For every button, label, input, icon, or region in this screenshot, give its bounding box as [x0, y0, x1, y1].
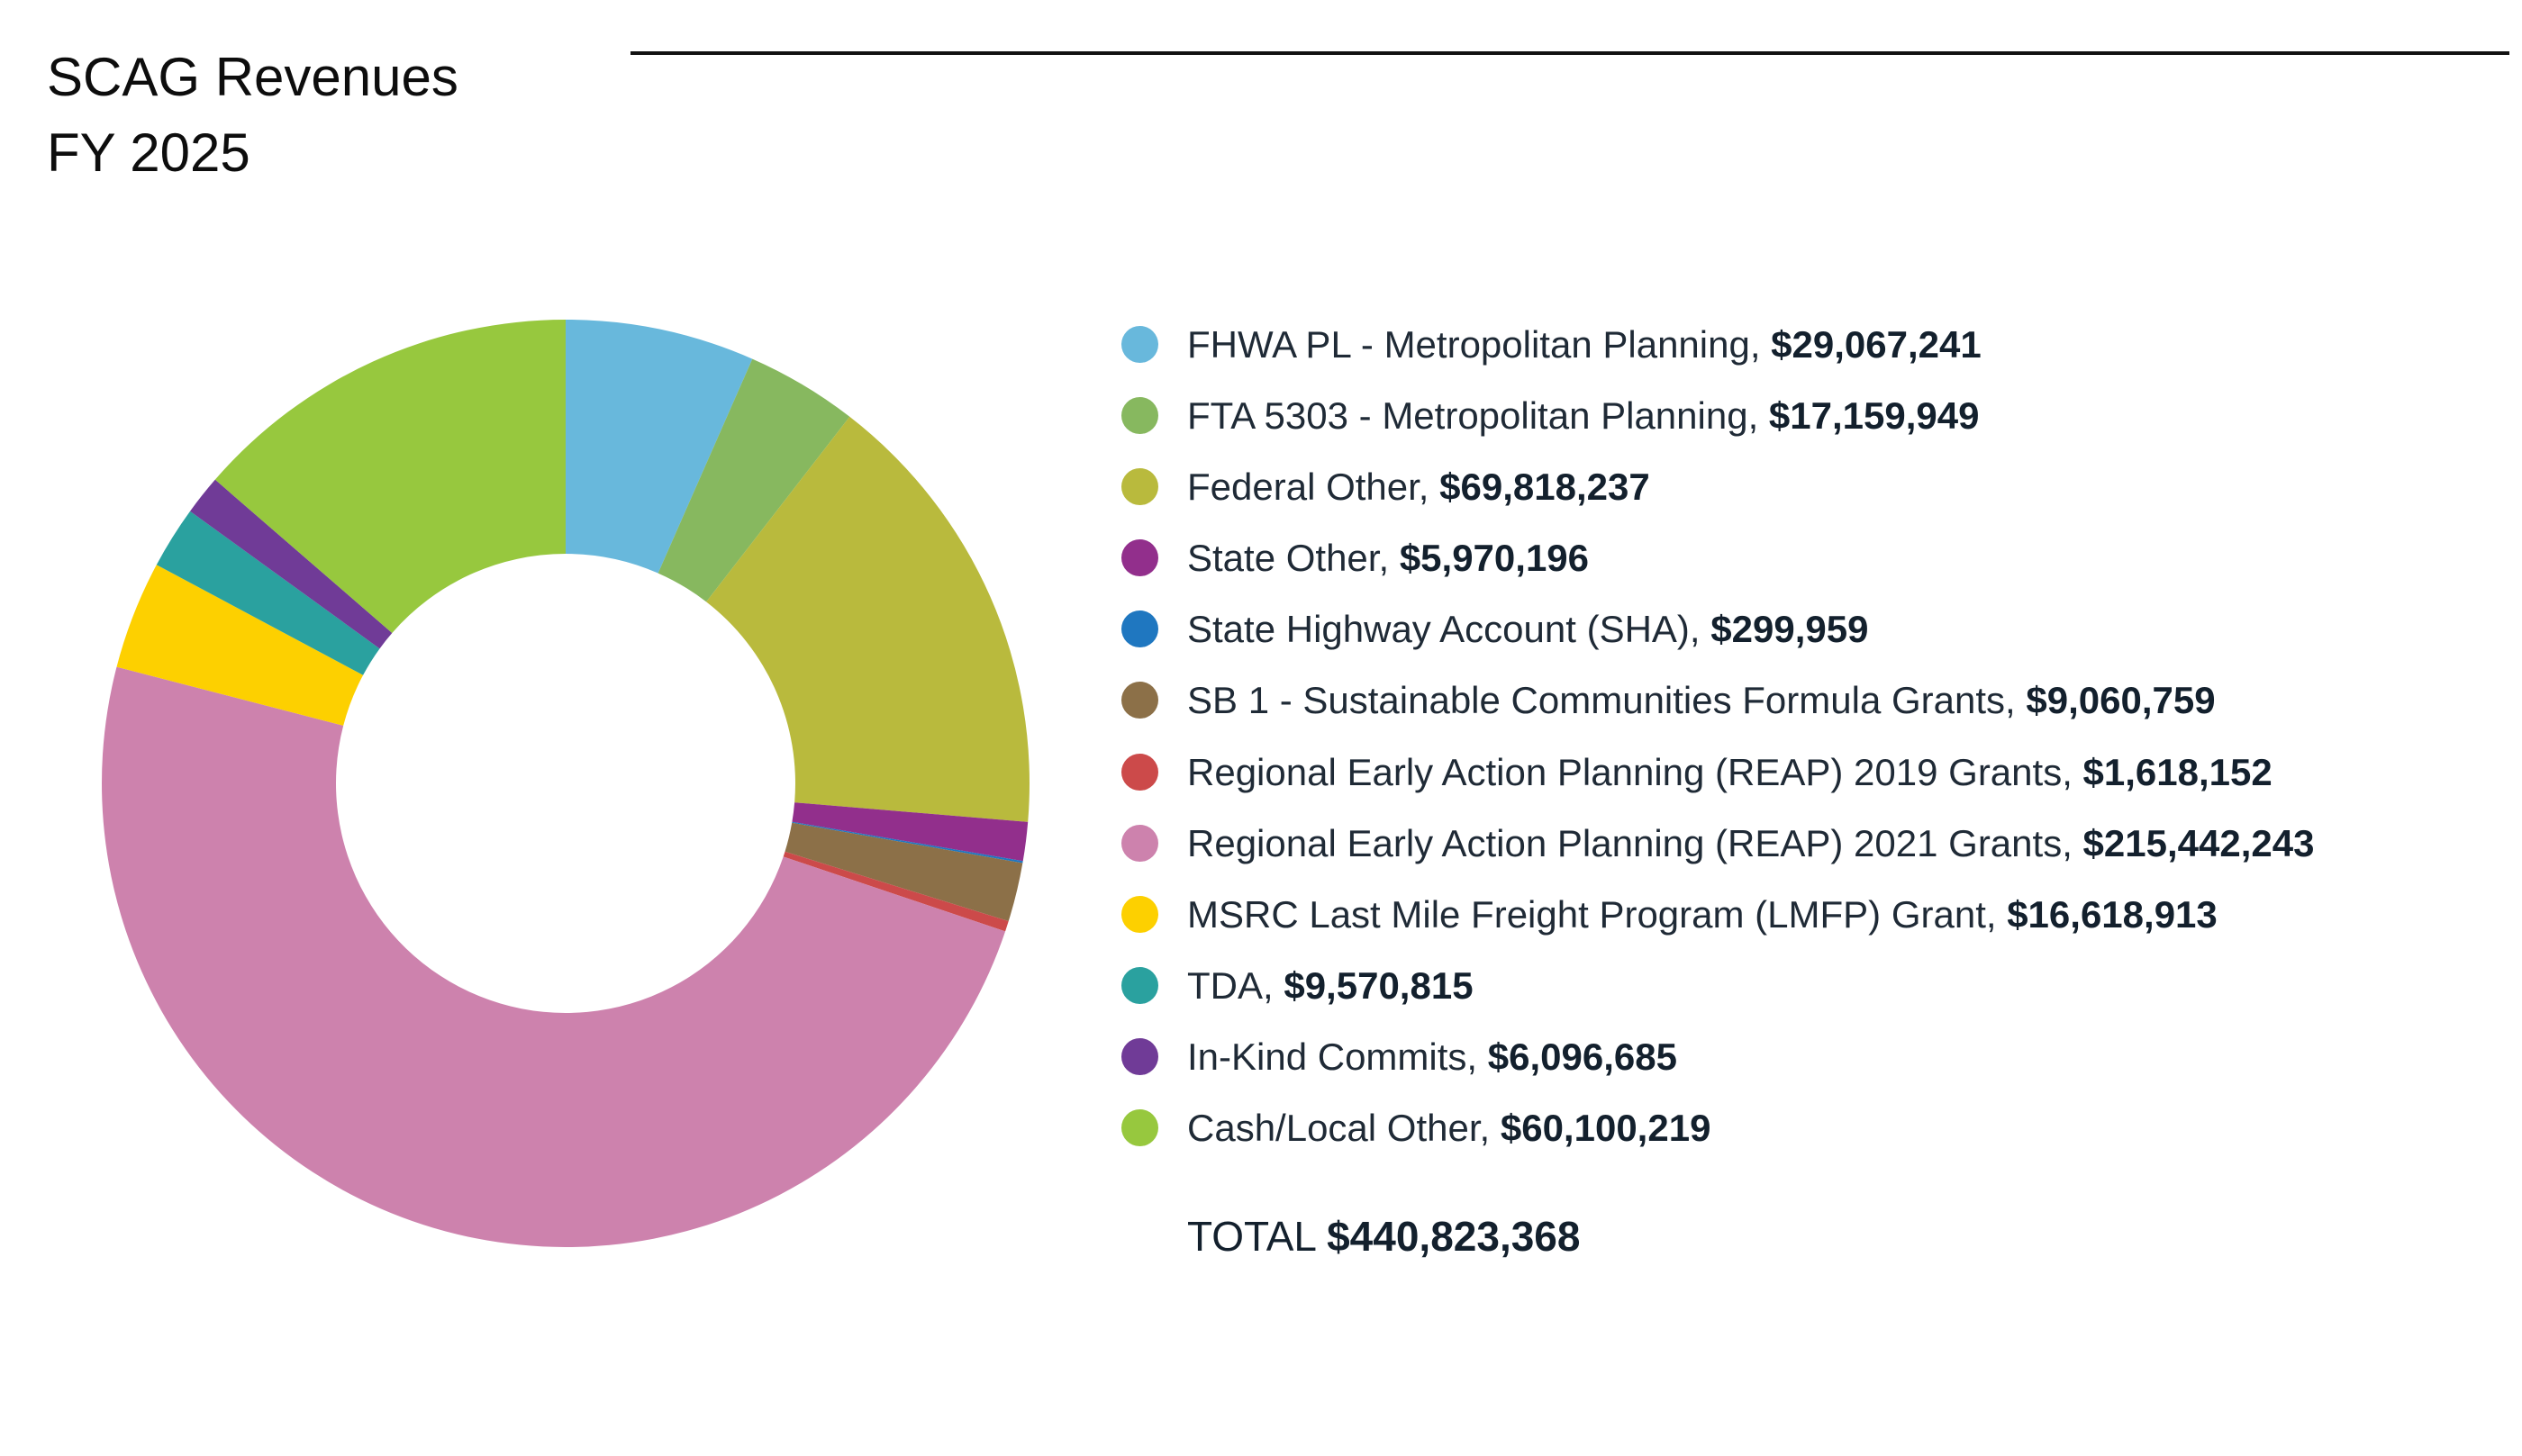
legend-label: Federal Other, — [1187, 466, 1440, 509]
legend-swatch — [1121, 1037, 1158, 1075]
chart-title: SCAG Revenues FY 2025 — [47, 40, 458, 191]
legend-text: In-Kind Commits, $6,096,685 — [1187, 1035, 1677, 1078]
legend-value: $5,970,196 — [1399, 537, 1590, 580]
legend-text: TDA, $9,570,815 — [1187, 963, 1474, 1007]
legend-swatch — [1121, 753, 1158, 791]
legend-swatch — [1121, 468, 1158, 506]
total-value: $440,823,368 — [1327, 1213, 1581, 1260]
legend-text: Federal Other, $69,818,237 — [1187, 466, 1650, 509]
legend-label: SB 1 - Sustainable Communities Formula G… — [1187, 679, 2027, 722]
legend-swatch — [1121, 397, 1158, 435]
legend-swatch — [1121, 610, 1158, 648]
legend-value: $215,442,243 — [2082, 821, 2315, 864]
donut-slice-9 — [116, 565, 364, 726]
legend-label: Regional Early Action Planning (REAP) 20… — [1187, 821, 2083, 864]
donut-slice-4 — [792, 802, 1029, 862]
legend-text: SB 1 - Sustainable Communities Formula G… — [1187, 682, 2216, 719]
legend-swatch — [1121, 1109, 1158, 1147]
donut-slice-7 — [783, 851, 1009, 932]
donut-chart — [101, 320, 1030, 1248]
donut-slice-6 — [785, 822, 1023, 922]
legend-value: $29,067,241 — [1771, 323, 1982, 366]
legend-label: State Other, — [1187, 537, 1400, 580]
legend-text: Regional Early Action Planning (REAP) 20… — [1187, 750, 2273, 793]
chart-title-line1: SCAG Revenues — [47, 47, 458, 107]
legend-label: Cash/Local Other, — [1187, 1107, 1501, 1150]
legend-value: $16,618,913 — [2007, 892, 2218, 936]
total-line: TOTAL $440,823,368 — [1187, 1212, 1580, 1261]
chart-title-line2: FY 2025 — [47, 122, 250, 183]
donut-slice-11 — [190, 479, 393, 649]
legend-text: Cash/Local Other, $60,100,219 — [1187, 1107, 1711, 1150]
legend-label: FHWA PL - Metropolitan Planning, — [1187, 323, 1772, 366]
legend-value: $9,570,815 — [1284, 963, 1474, 1007]
legend-value: $299,959 — [1710, 608, 1869, 651]
donut-slice-8 — [101, 666, 1006, 1248]
legend-text: MSRC Last Mile Freight Program (LMFP) Gr… — [1187, 892, 2218, 936]
donut-slice-5 — [792, 821, 1023, 864]
legend-value: $17,159,949 — [1768, 394, 1980, 438]
legend-text: FHWA PL - Metropolitan Planning, $29,067… — [1187, 323, 1982, 366]
legend-label: TDA, — [1187, 963, 1284, 1007]
legend-value: $69,818,237 — [1439, 466, 1650, 509]
legend-label: State Highway Account (SHA), — [1187, 608, 1711, 651]
legend-swatch — [1121, 895, 1158, 933]
donut-slice-1 — [566, 320, 753, 574]
legend-label: MSRC Last Mile Freight Program (LMFP) Gr… — [1187, 892, 2008, 936]
legend-label: FTA 5303 - Metropolitan Planning, — [1187, 394, 1769, 438]
donut-slice-3 — [706, 416, 1030, 822]
donut-slice-12 — [214, 320, 567, 633]
legend-value: $60,100,219 — [1500, 1107, 1711, 1150]
legend-text: State Highway Account (SHA), $299,959 — [1187, 608, 1869, 651]
legend-label: Regional Early Action Planning (REAP) 20… — [1187, 750, 2083, 793]
legend-swatch — [1121, 539, 1158, 577]
legend-swatch — [1121, 966, 1158, 1004]
legend-label: In-Kind Commits, — [1187, 1035, 1488, 1078]
legend-value: $6,096,685 — [1487, 1035, 1677, 1078]
legend-text: State Other, $5,970,196 — [1187, 537, 1590, 580]
legend-value: $9,060,759 — [2026, 679, 2216, 722]
donut-slice-2 — [658, 358, 850, 602]
legend-swatch — [1121, 682, 1158, 719]
donut-slice-10 — [156, 511, 380, 675]
legend-text: Regional Early Action Planning (REAP) 20… — [1187, 821, 2315, 864]
legend-value: $1,618,152 — [2082, 750, 2273, 793]
legend-text: FTA 5303 - Metropolitan Planning, $17,15… — [1187, 394, 1980, 438]
total-label: TOTAL — [1187, 1213, 1316, 1260]
header-rule — [630, 51, 2509, 55]
legend-swatch — [1121, 326, 1158, 363]
legend-swatch — [1121, 824, 1158, 862]
